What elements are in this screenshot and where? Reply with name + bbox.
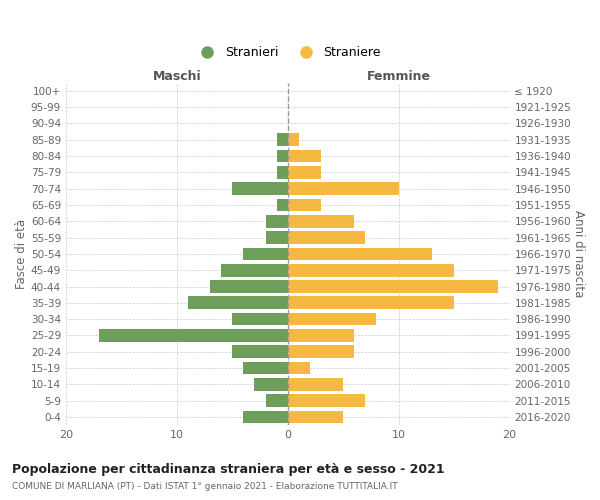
Bar <box>266 231 287 244</box>
Bar <box>287 264 454 276</box>
Bar <box>277 198 287 211</box>
Bar <box>277 166 287 178</box>
Bar <box>287 231 365 244</box>
Text: COMUNE DI MARLIANA (PT) - Dati ISTAT 1° gennaio 2021 - Elaborazione TUTTITALIA.I: COMUNE DI MARLIANA (PT) - Dati ISTAT 1° … <box>12 482 398 491</box>
Bar <box>287 378 343 390</box>
Bar <box>266 215 287 228</box>
Legend: Stranieri, Straniere: Stranieri, Straniere <box>190 41 386 64</box>
Bar <box>188 296 287 309</box>
Bar <box>266 394 287 407</box>
Bar <box>210 280 287 293</box>
Bar <box>287 280 499 293</box>
Bar <box>277 134 287 146</box>
Text: Maschi: Maschi <box>152 70 201 82</box>
Bar <box>244 410 287 424</box>
Y-axis label: Fasce di età: Fasce di età <box>15 219 28 289</box>
Bar <box>287 150 321 162</box>
Text: Femmine: Femmine <box>367 70 431 82</box>
Bar <box>287 410 343 424</box>
Bar <box>221 264 287 276</box>
Bar <box>287 215 354 228</box>
Bar <box>287 313 376 326</box>
Y-axis label: Anni di nascita: Anni di nascita <box>572 210 585 298</box>
Bar <box>287 394 365 407</box>
Bar <box>244 248 287 260</box>
Bar <box>232 313 287 326</box>
Bar <box>287 182 398 195</box>
Bar <box>277 150 287 162</box>
Bar <box>99 329 287 342</box>
Bar <box>287 296 454 309</box>
Bar <box>287 198 321 211</box>
Text: Popolazione per cittadinanza straniera per età e sesso - 2021: Popolazione per cittadinanza straniera p… <box>12 462 445 475</box>
Bar <box>287 166 321 178</box>
Bar <box>287 248 432 260</box>
Bar <box>232 346 287 358</box>
Bar <box>287 134 299 146</box>
Bar <box>244 362 287 374</box>
Bar <box>287 362 310 374</box>
Bar <box>254 378 287 390</box>
Bar <box>287 329 354 342</box>
Bar <box>232 182 287 195</box>
Bar <box>287 346 354 358</box>
